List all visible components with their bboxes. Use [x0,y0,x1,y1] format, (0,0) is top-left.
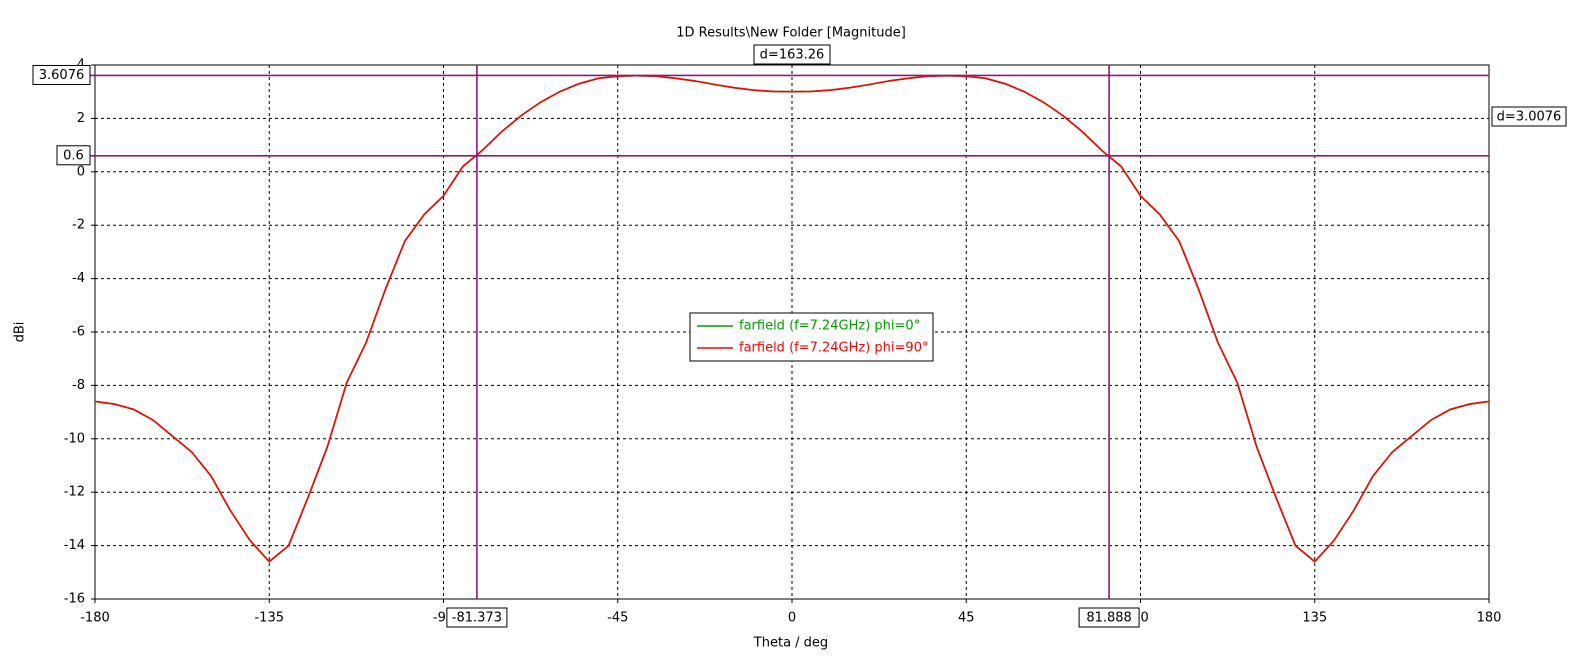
y-tick-label: 0 [77,164,85,179]
y-tick-label: -16 [64,592,85,607]
y-tick-label: -4 [72,271,85,286]
marker-y-label-box [56,145,91,166]
y-axis-label: dBi [13,322,28,343]
marker-dx-label: d=163.26 [760,48,825,63]
marker-x-label-box [446,607,508,628]
x-tick-label: 135 [1302,611,1327,626]
y-tick-label: -2 [72,218,85,233]
marker-x-label: 81.888 [1086,611,1132,626]
plot-frame [94,64,1490,600]
marker-x-label: -81.373 [452,611,502,626]
x-tick-label: -180 [80,611,110,626]
x-tick-label: -45 [607,611,628,626]
chart-title: 1D Results\New Folder [Magnitude] [676,26,906,41]
y-tick-label: -14 [64,538,85,553]
x-axis-label: Theta / deg [753,636,828,651]
x-tick-label: 180 [1477,611,1502,626]
marker-y-label-box [32,64,91,85]
x-tick-label: 0 [788,611,796,626]
marker-y-label: 0.6 [63,148,84,163]
y-tick-label: -6 [72,325,85,340]
legend-label: farfield (f=7.24GHz) phi=0° [739,319,920,334]
legend-label: farfield (f=7.24GHz) phi=90° [739,341,928,356]
x-tick-label: 45 [958,611,975,626]
legend [689,312,934,362]
marker-y-label: 3.6076 [39,68,85,83]
y-tick-label: -12 [64,485,85,500]
series-line [94,74,1490,563]
x-tick-label: -135 [254,611,284,626]
marker-dy-label-box [1491,106,1567,127]
marker-x-label-box [1078,607,1140,628]
marker-dx-label-box [753,44,831,65]
y-tick-label: -8 [72,378,85,393]
y-tick-label: -10 [64,431,85,446]
marker-dy-label: d=3.0076 [1497,110,1562,125]
y-tick-label: 2 [77,111,85,126]
